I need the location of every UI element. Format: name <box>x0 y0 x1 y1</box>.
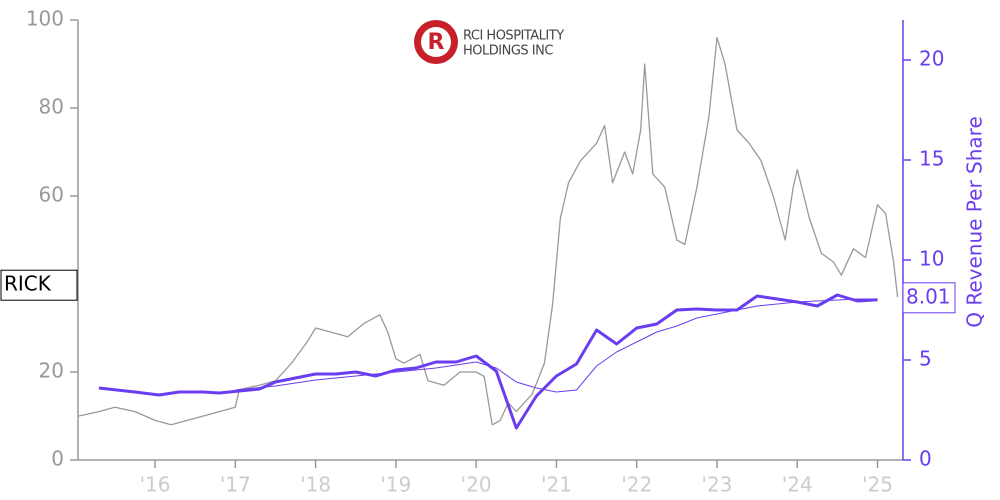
series-line <box>235 298 878 393</box>
x-tick-label: '21 <box>541 473 572 497</box>
x-tick-label: '18 <box>300 473 331 497</box>
y-tick-label: 0 <box>51 447 64 471</box>
y2-tick-label: 20 <box>919 47 944 71</box>
x-tick-label: '17 <box>220 473 251 497</box>
logo-text: RCI HOSPITALITY <box>463 29 564 44</box>
logo-text: HOLDINGS INC <box>463 44 553 59</box>
logo-inner <box>421 27 451 57</box>
x-tick-label: '19 <box>380 473 411 497</box>
y2-tick-label: 0 <box>919 447 932 471</box>
y2-axis-label: Q Revenue Per Share <box>963 116 987 328</box>
y-tick-label: 60 <box>39 183 64 207</box>
y-tick-label: 20 <box>39 359 64 383</box>
x-tick-label: '16 <box>140 473 171 497</box>
y2-tick-label: 5 <box>919 347 932 371</box>
series-line <box>78 36 899 426</box>
last-value-box <box>902 282 956 314</box>
last-value-label: 8.01 <box>906 284 951 308</box>
ticker-box <box>0 269 78 301</box>
series-line <box>98 293 878 430</box>
y-tick-label: 80 <box>39 95 64 119</box>
x-tick-label: '25 <box>862 473 893 497</box>
x-tick-label: '23 <box>702 473 733 497</box>
logo: R RCI HOSPITALITY HOLDINGS INC <box>414 20 565 64</box>
x-tick-label: '20 <box>461 473 492 497</box>
x-tick-label: '22 <box>621 473 652 497</box>
y2-tick-label: 10 <box>919 247 944 271</box>
y-tick-label: 100 <box>26 7 64 31</box>
y2-tick-label: 15 <box>919 147 944 171</box>
x-tick-label: '24 <box>782 473 813 497</box>
ticker-label: RICK <box>4 272 52 296</box>
logo-mark: R <box>428 30 445 55</box>
